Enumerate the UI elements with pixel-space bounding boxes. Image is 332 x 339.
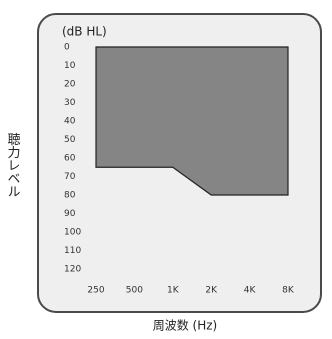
x-tick-label: 500 [126,286,143,296]
y-tick-label: 30 [64,98,76,108]
y-tick-label: 40 [64,117,76,127]
x-tick-label: 2K [205,286,218,296]
y-tick-label: 10 [64,61,76,71]
y-tick-label: 80 [64,191,76,201]
x-tick-label: 250 [87,286,104,296]
y-axis-label: 聴力レベル [5,133,21,198]
x-tick-label: 8K [282,286,295,296]
y-tick-label: 100 [64,228,81,238]
x-axis-label: 周波数 (Hz) [153,318,218,333]
x-tick-label: 1K [167,286,180,296]
y-tick-label: 110 [64,246,81,256]
y-tick-label: 90 [64,209,76,219]
y-tick-label: 20 [64,80,76,90]
unit-label: (dB HL) [62,25,107,39]
y-tick-label: 70 [64,172,76,182]
y-tick-label: 0 [64,43,70,53]
y-tick-label: 120 [64,265,81,275]
area [95,46,289,196]
y-tick-label: 60 [64,154,76,164]
x-tick-label: 4K [244,286,257,296]
y-tick-label: 50 [64,135,76,145]
